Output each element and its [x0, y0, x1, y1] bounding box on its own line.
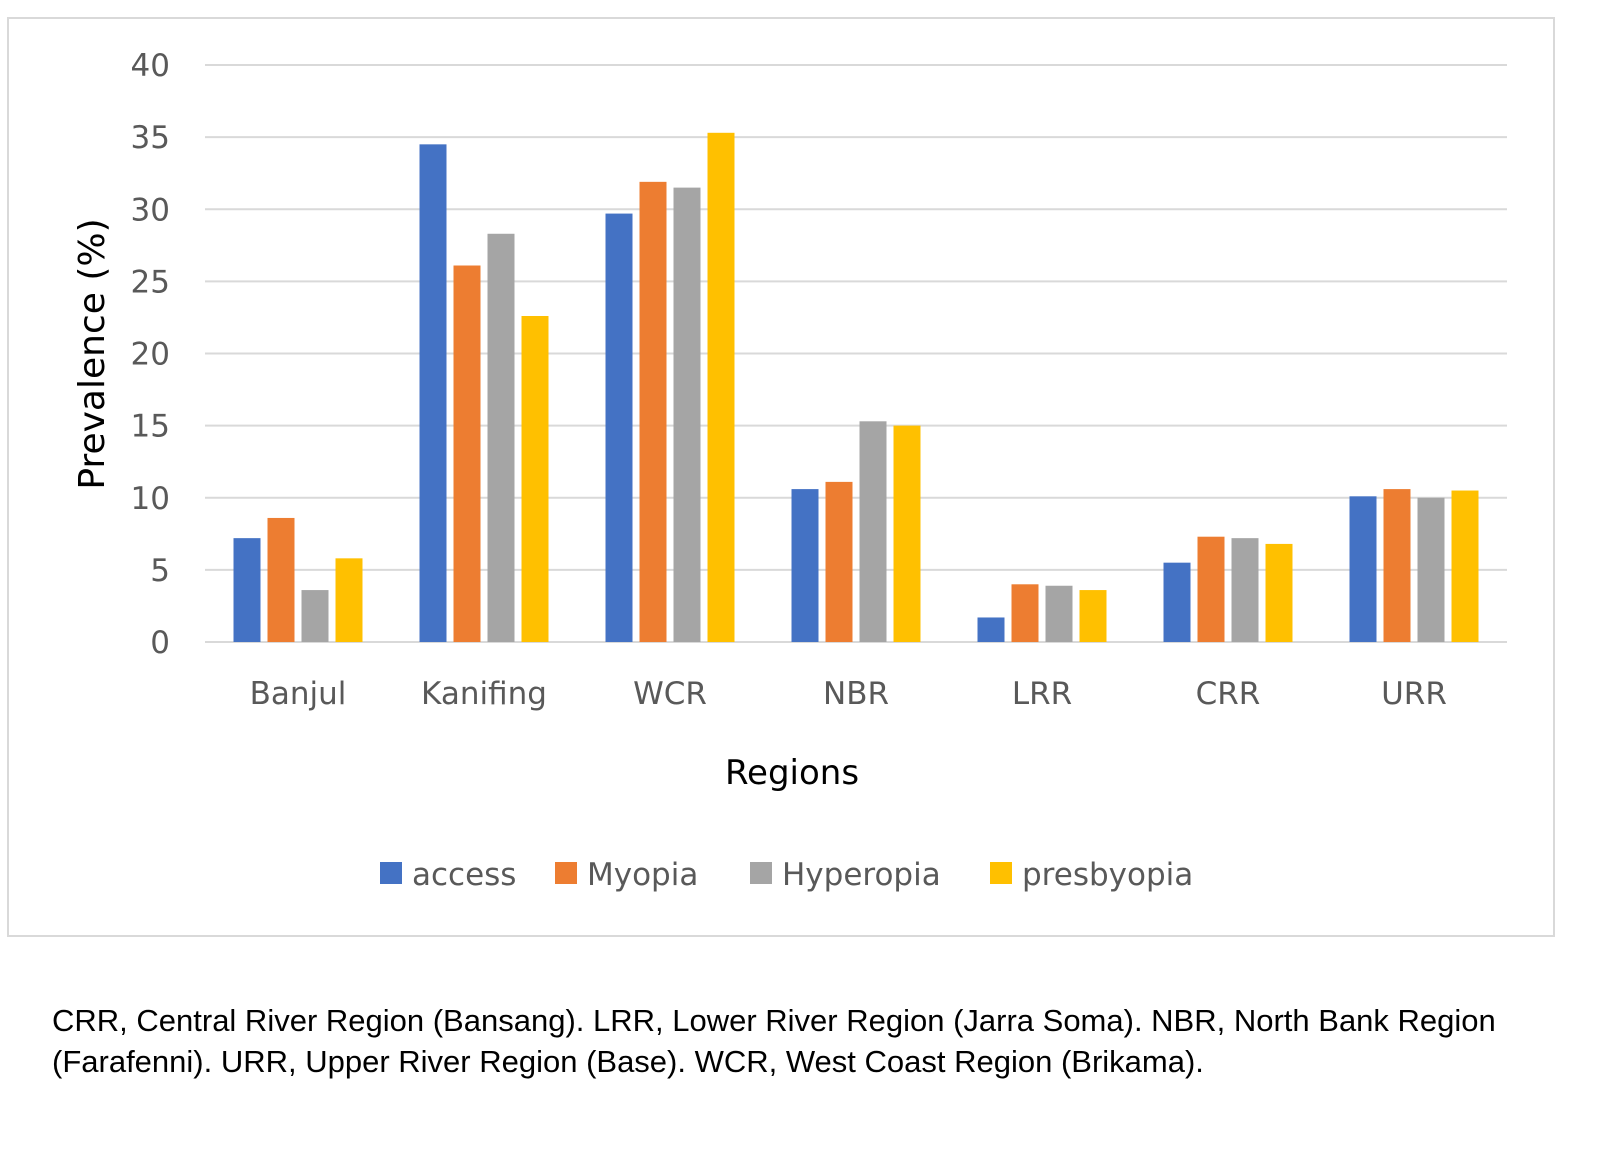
- y-tick-label: 25: [131, 264, 170, 300]
- bar-URR-access: [1349, 496, 1377, 642]
- bar-URR-Myopia: [1383, 489, 1411, 642]
- legend-swatch-Myopia: [555, 862, 577, 884]
- bar-Kanifing-presbyopia: [521, 315, 549, 642]
- x-tick-label: URR: [1381, 676, 1447, 712]
- bar-WCR-Myopia: [639, 181, 667, 642]
- bar-WCR-access: [605, 213, 633, 642]
- x-tick-label: CRR: [1196, 676, 1261, 712]
- y-tick-label: 15: [131, 409, 170, 445]
- x-tick-label: WCR: [633, 676, 707, 712]
- bar-Kanifing-Hyperopia: [487, 233, 515, 642]
- y-tick-label: 35: [131, 120, 170, 156]
- legend-label: presbyopia: [1022, 857, 1193, 893]
- bar-NBR-presbyopia: [893, 425, 921, 642]
- bar-Banjul-access: [233, 538, 261, 642]
- legend-label: Hyperopia: [782, 857, 941, 893]
- legend-label: access: [412, 857, 516, 893]
- bar-CRR-presbyopia: [1265, 543, 1293, 642]
- bar-CRR-Hyperopia: [1231, 538, 1259, 642]
- chart-frame: [7, 17, 1555, 937]
- bar-NBR-Hyperopia: [859, 421, 887, 642]
- y-tick-label: 5: [150, 553, 170, 589]
- legend: access Myopia Hyperopia presbyopia: [380, 857, 1193, 893]
- figure-caption: CRR, Central River Region (Bansang). LRR…: [52, 1003, 1496, 1079]
- bar-URR-presbyopia: [1451, 490, 1479, 642]
- bar-Banjul-Myopia: [267, 517, 295, 642]
- bar-WCR-presbyopia: [707, 132, 735, 643]
- legend-swatch-Hyperopia: [750, 862, 772, 884]
- legend-swatch-presbyopia: [990, 862, 1012, 884]
- bar-URR-Hyperopia: [1417, 497, 1445, 642]
- x-tick-label: Banjul: [250, 676, 347, 712]
- bar-NBR-Myopia: [825, 481, 853, 642]
- bar-chart: 0 5 10 15 20 25 30 35 40 Banjul Kanifing WCR NBR LRR…: [72, 48, 1507, 893]
- x-tick-label: NBR: [823, 676, 889, 712]
- bar-WCR-Hyperopia: [673, 187, 701, 643]
- x-tick-label: Kanifing: [421, 676, 547, 712]
- bar-Banjul-presbyopia: [335, 558, 363, 642]
- y-tick-label: 0: [150, 625, 170, 661]
- legend-label: Myopia: [587, 857, 698, 893]
- bar-CRR-Myopia: [1197, 536, 1225, 642]
- bar-LRR-Myopia: [1011, 584, 1039, 642]
- y-tick-label: 10: [131, 481, 170, 517]
- bar-Kanifing-Myopia: [453, 265, 481, 642]
- x-tick-label: LRR: [1012, 676, 1072, 712]
- y-tick-label: 40: [131, 48, 170, 84]
- bar-NBR-access: [791, 489, 819, 642]
- y-tick-label: 20: [131, 337, 170, 373]
- y-axis-label: Prevalence (%): [72, 218, 113, 489]
- bar-LRR-presbyopia: [1079, 590, 1107, 642]
- bar-LRR-Hyperopia: [1045, 585, 1073, 642]
- legend-swatch-access: [380, 862, 402, 884]
- y-tick-label: 30: [131, 192, 170, 228]
- bar-Kanifing-access: [419, 144, 447, 642]
- bar-LRR-access: [977, 617, 1005, 642]
- bar-Banjul-Hyperopia: [301, 590, 329, 642]
- x-axis-label: Regions: [725, 753, 859, 793]
- bar-CRR-access: [1163, 562, 1191, 642]
